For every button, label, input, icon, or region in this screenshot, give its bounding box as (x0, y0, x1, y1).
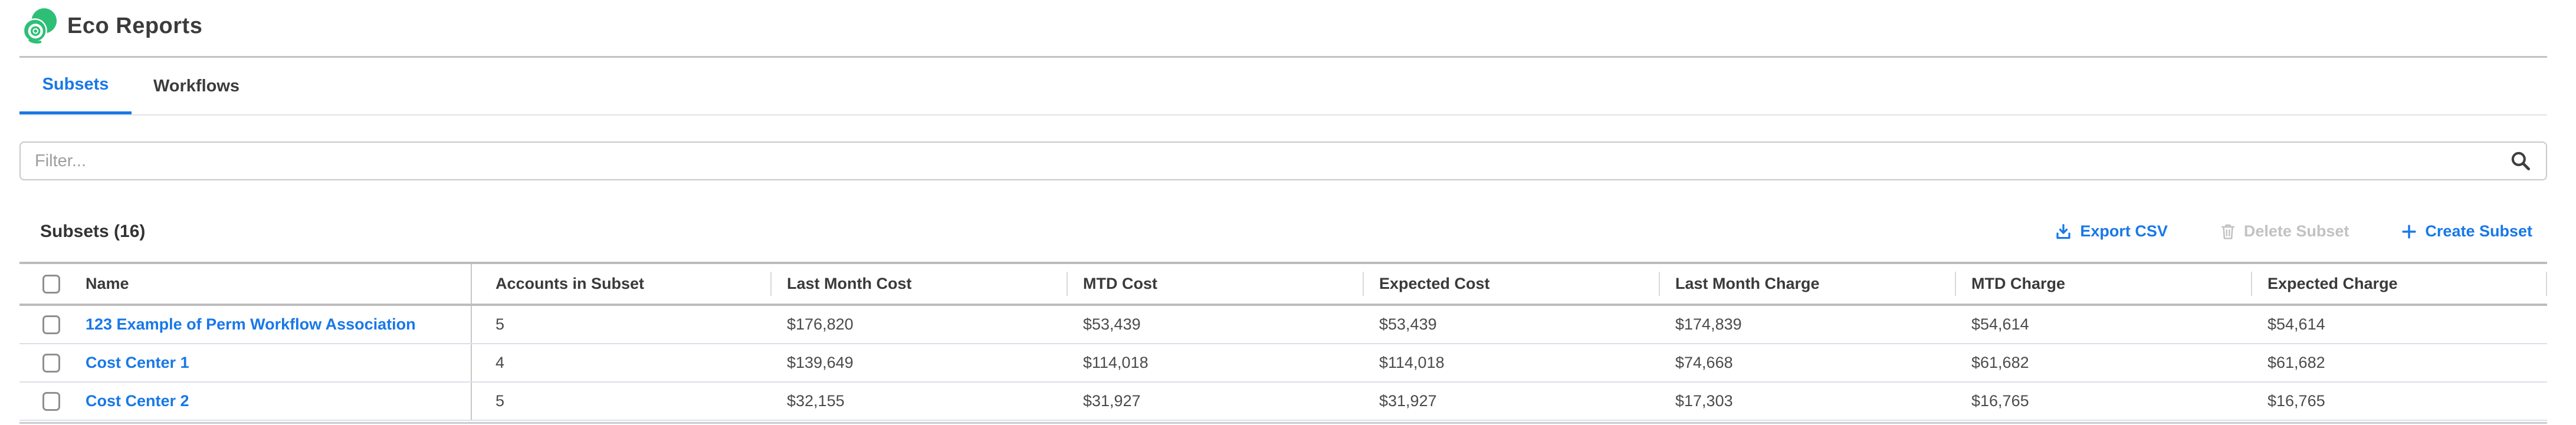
cell-last-month-charge: $174,839 (1675, 315, 1742, 333)
cell-last-month-charge: $74,668 (1675, 354, 1733, 371)
create-subset-label: Create Subset (2425, 222, 2532, 240)
cell-last-month-cost: $176,820 (787, 315, 854, 333)
row-checkbox[interactable] (42, 391, 60, 411)
column-header-mtd-cost: MTD Cost (1067, 264, 1363, 304)
cell-accounts-in-subset: 5 (471, 306, 770, 343)
column-header-name: Name (86, 275, 129, 292)
cell-mtd-charge: $54,614 (1971, 315, 2029, 333)
search-icon (2511, 151, 2530, 170)
cell-mtd-charge: $16,765 (1971, 392, 2029, 410)
subsets-count-heading: Subsets (16) (40, 221, 146, 241)
table-row: Cost Center 2 5 $32,155 $31,927 $31,927 … (19, 383, 2547, 421)
cell-last-month-cost: $32,155 (787, 392, 845, 410)
export-csv-button[interactable]: Export CSV (2055, 222, 2168, 240)
column-header-last-month-cost: Last Month Cost (770, 264, 1067, 304)
select-all-checkbox[interactable] (42, 274, 60, 294)
cell-mtd-cost: $114,018 (1083, 354, 1148, 371)
subset-name-link[interactable]: Cost Center 2 (86, 392, 189, 410)
delete-subset-label: Delete Subset (2243, 222, 2349, 240)
cell-expected-charge: $54,614 (2267, 315, 2325, 333)
tab-subsets[interactable]: Subsets (19, 58, 132, 114)
delete-subset-button[interactable]: Delete Subset (2220, 222, 2349, 240)
table-body: 123 Example of Perm Workflow Association… (19, 306, 2547, 421)
cell-expected-cost: $114,018 (1379, 354, 1445, 371)
cell-mtd-cost: $53,439 (1083, 315, 1141, 333)
download-icon (2056, 223, 2070, 239)
cell-expected-cost: $53,439 (1379, 315, 1437, 333)
subsets-table: Name Accounts in Subset Last Month Cost … (19, 262, 2547, 421)
cell-last-month-cost: $139,649 (787, 354, 854, 371)
header-divider (19, 56, 2547, 58)
cell-mtd-cost: $31,927 (1083, 392, 1141, 410)
row-checkbox[interactable] (42, 353, 60, 373)
tab-workflows[interactable]: Workflows (153, 76, 240, 95)
table-row: 123 Example of Perm Workflow Association… (19, 306, 2547, 344)
filter-bar (19, 141, 2547, 180)
row-checkbox[interactable] (42, 315, 60, 334)
column-header-mtd-charge: MTD Charge (1955, 264, 2251, 304)
table-row: Cost Center 1 4 $139,649 $114,018 $114,0… (19, 344, 2547, 383)
column-header-expected-cost: Expected Cost (1363, 264, 1659, 304)
subset-name-link[interactable]: 123 Example of Perm Workflow Association (86, 315, 416, 333)
plus-icon (2402, 224, 2417, 239)
eco-reports-logo-icon (22, 8, 57, 44)
cell-mtd-charge: $61,682 (1971, 354, 2029, 371)
cell-last-month-charge: $17,303 (1675, 392, 1733, 410)
trash-icon (2221, 224, 2234, 239)
page-title: Eco Reports (67, 13, 203, 38)
cell-expected-cost: $31,927 (1379, 392, 1437, 410)
cell-accounts-in-subset: 4 (471, 344, 770, 381)
cell-accounts-in-subset: 5 (471, 383, 770, 420)
subset-name-link[interactable]: Cost Center 1 (86, 354, 189, 371)
create-subset-button[interactable]: Create Subset (2401, 222, 2532, 240)
table-bottom-divider (19, 422, 2547, 424)
app-header: Eco Reports (0, 0, 2576, 52)
export-csv-label: Export CSV (2080, 222, 2168, 240)
filter-input[interactable] (19, 141, 2547, 180)
cell-expected-charge: $16,765 (2267, 392, 2325, 410)
cell-expected-charge: $61,682 (2267, 354, 2325, 371)
column-header-last-month-charge: Last Month Charge (1659, 264, 1955, 304)
tabs-bar: Subsets Workflows (19, 58, 2547, 116)
subsets-toolbar: Subsets (16) Export CSV Delete Subset (19, 215, 2547, 248)
table-header-row: Name Accounts in Subset Last Month Cost … (19, 262, 2547, 306)
column-header-accounts-in-subset: Accounts in Subset (471, 264, 770, 304)
column-header-expected-charge: Expected Charge (2251, 264, 2547, 304)
